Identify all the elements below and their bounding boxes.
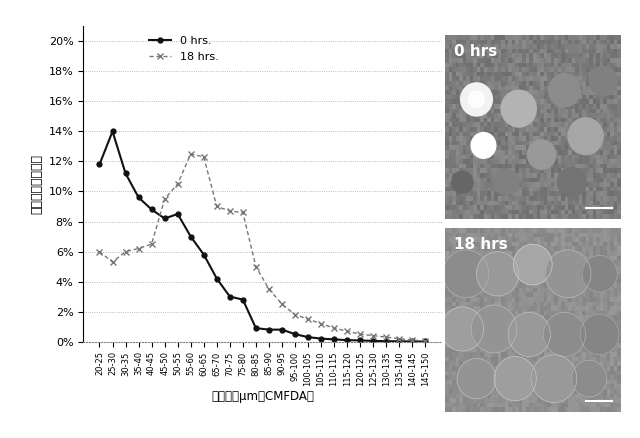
18 hrs. (291, 312, 299, 317)
0 hrs. (291, 332, 299, 337)
Circle shape (527, 140, 556, 170)
0 hrs. (174, 212, 182, 217)
Circle shape (568, 118, 603, 155)
0 hrs. (200, 252, 207, 257)
Y-axis label: 全体の割合（％）: 全体の割合（％） (30, 154, 43, 214)
18 hrs. (174, 181, 182, 187)
18 hrs. (330, 325, 338, 331)
0 hrs. (330, 337, 338, 342)
18 hrs. (304, 317, 312, 322)
Circle shape (508, 312, 550, 357)
0 hrs. (148, 207, 156, 212)
18 hrs. (122, 249, 129, 254)
Legend: 0 hrs., 18 hrs.: 0 hrs., 18 hrs. (144, 32, 223, 67)
0 hrs. (408, 339, 416, 344)
Circle shape (476, 252, 518, 296)
0 hrs. (304, 335, 312, 340)
Circle shape (513, 244, 552, 285)
Text: 18 hrs: 18 hrs (454, 237, 508, 252)
18 hrs. (265, 286, 273, 292)
18 hrs. (317, 321, 325, 326)
Circle shape (452, 171, 473, 193)
Circle shape (582, 255, 617, 292)
Circle shape (494, 170, 519, 195)
18 hrs. (369, 333, 377, 338)
Circle shape (580, 314, 619, 355)
0 hrs. (122, 171, 129, 176)
18 hrs. (252, 264, 260, 269)
0 hrs. (422, 339, 429, 344)
Circle shape (471, 133, 496, 158)
18 hrs. (382, 335, 390, 340)
Circle shape (494, 357, 536, 401)
18 hrs. (109, 259, 116, 265)
Circle shape (548, 74, 580, 107)
18 hrs. (239, 210, 246, 215)
18 hrs. (278, 301, 286, 307)
0 hrs. (343, 338, 351, 343)
Circle shape (443, 250, 489, 298)
0 hrs. (95, 162, 103, 167)
Circle shape (477, 139, 490, 152)
18 hrs. (226, 208, 234, 214)
0 hrs. (382, 339, 390, 344)
18 hrs. (187, 151, 195, 156)
0 hrs. (213, 276, 221, 281)
Circle shape (545, 250, 591, 298)
Circle shape (442, 307, 484, 351)
X-axis label: 直径　（μm，CMFDA）: 直径 （μm，CMFDA） (211, 390, 314, 403)
Circle shape (543, 312, 586, 357)
18 hrs. (161, 196, 168, 201)
18 hrs. (213, 204, 221, 209)
0 hrs. (265, 327, 273, 332)
18 hrs. (356, 332, 364, 337)
18 hrs. (95, 249, 103, 254)
18 hrs. (148, 241, 156, 247)
0 hrs. (278, 327, 286, 332)
0 hrs. (187, 234, 195, 239)
0 hrs. (239, 297, 246, 302)
Circle shape (457, 358, 496, 399)
0 hrs. (317, 336, 325, 341)
18 hrs. (422, 338, 429, 343)
18 hrs. (408, 338, 416, 343)
0 hrs. (226, 294, 234, 299)
0 hrs. (109, 129, 116, 134)
Circle shape (468, 91, 484, 108)
Circle shape (501, 90, 536, 127)
Circle shape (461, 83, 492, 116)
0 hrs. (161, 216, 168, 221)
Circle shape (572, 360, 607, 397)
Circle shape (471, 305, 517, 353)
Circle shape (531, 355, 577, 403)
18 hrs. (200, 154, 207, 159)
18 hrs. (135, 246, 143, 251)
Circle shape (557, 167, 586, 197)
Line: 0 hrs.: 0 hrs. (97, 129, 428, 344)
18 hrs. (343, 328, 351, 334)
Text: 0 hrs: 0 hrs (454, 44, 497, 59)
0 hrs. (396, 339, 403, 344)
18 hrs. (396, 336, 403, 341)
0 hrs. (369, 338, 377, 343)
Line: 18 hrs.: 18 hrs. (97, 151, 428, 344)
0 hrs. (252, 325, 260, 331)
0 hrs. (135, 195, 143, 200)
Circle shape (589, 66, 617, 96)
0 hrs. (356, 338, 364, 343)
